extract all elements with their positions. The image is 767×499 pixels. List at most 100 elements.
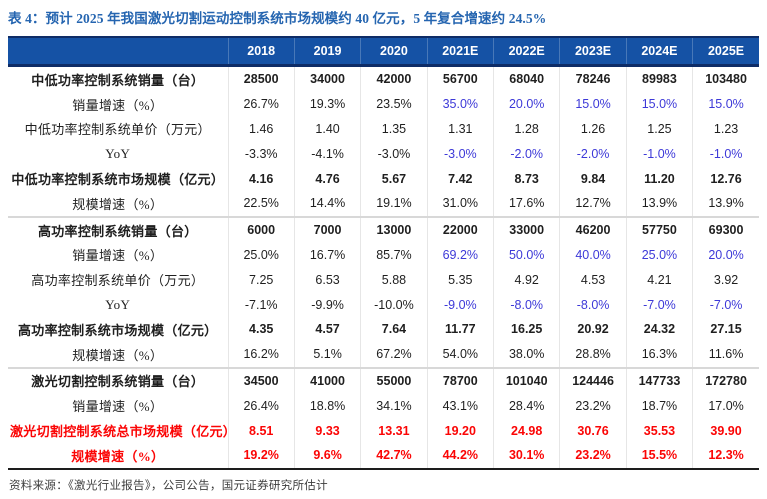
cell: 5.1% — [293, 341, 361, 368]
cell: 44.2% — [426, 442, 494, 469]
column-header-2022e: 2022E — [492, 37, 560, 67]
row-label: YoY — [8, 292, 228, 317]
cell: 28500 — [227, 65, 295, 92]
cell: 69300 — [692, 215, 759, 243]
cell: 17.6% — [492, 190, 560, 217]
cell: -7.1% — [227, 292, 295, 317]
cell: 16.2% — [227, 341, 295, 368]
cell: 26.4% — [227, 393, 295, 419]
cell: 25.0% — [625, 242, 693, 268]
cell: 78246 — [559, 65, 627, 92]
cell: 4.57 — [293, 316, 361, 342]
cell: 13.31 — [360, 418, 428, 443]
cell: 46200 — [559, 215, 627, 243]
row-label: 高功率控制系统单价（万元） — [8, 267, 228, 293]
cell: 4.21 — [625, 267, 693, 293]
cell: -3.3% — [227, 141, 295, 167]
cell: 4.16 — [227, 166, 295, 191]
cell: 6.53 — [293, 267, 361, 293]
cell: 103480 — [692, 65, 759, 92]
row-label: 中低功率控制系统销量（台） — [8, 65, 228, 92]
cell: 22000 — [426, 215, 494, 243]
cell: 54.0% — [426, 341, 494, 368]
cell: 30.76 — [559, 418, 627, 443]
cell: 20.92 — [559, 316, 627, 342]
cell: 33000 — [492, 215, 560, 243]
cell: 7.25 — [227, 267, 295, 293]
table-row: 激光切割控制系统总市场规模（亿元） 8.51 9.33 13.31 19.20 24.98… — [8, 418, 759, 443]
cell: 24.32 — [625, 316, 693, 342]
cell: 13.9% — [692, 190, 759, 217]
cell: 4.92 — [492, 267, 560, 293]
cell: 11.20 — [625, 166, 693, 191]
row-label: 中低功率控制系统市场规模（亿元） — [8, 166, 228, 191]
cell: 89983 — [625, 65, 693, 92]
cell: 39.90 — [692, 418, 759, 443]
cell: 19.3% — [293, 91, 361, 117]
column-header-2023e: 2023E — [559, 37, 627, 67]
table-row: 中低功率控制系统销量（台） 28500 34000 42000 56700 68040 78… — [8, 65, 759, 92]
column-header-2019: 2019 — [293, 37, 361, 67]
cell: 1.28 — [492, 116, 560, 142]
column-header-2025e: 2025E — [692, 37, 759, 67]
cell: 20.0% — [492, 91, 560, 117]
cell: 5.35 — [426, 267, 494, 293]
cell: 1.40 — [293, 116, 361, 142]
table-row: 高功率控制系统市场规模（亿元） 4.35 4.57 7.64 11.77 16.25 20.… — [8, 316, 759, 342]
cell: 1.26 — [559, 116, 627, 142]
cell: 85.7% — [360, 242, 428, 268]
cell: 26.7% — [227, 91, 295, 117]
cell: -7.0% — [692, 292, 759, 317]
row-label: 激光切割控制系统销量（台） — [8, 366, 228, 394]
table-title: 表 4：预计 2025 年我国激光切割运动控制系统市场规模约 40 亿元，5 年… — [8, 11, 547, 26]
cell: 124446 — [559, 366, 627, 394]
cell: 16.3% — [625, 341, 693, 368]
row-label-header — [8, 37, 228, 67]
source-note: 资料来源：《激光行业报告》，公司公告，国元证券研究所估计 — [9, 479, 328, 492]
cell: 15.0% — [625, 91, 693, 117]
cell: -9.0% — [426, 292, 494, 317]
cell: 18.8% — [293, 393, 361, 419]
row-label: 高功率控制系统市场规模（亿元） — [8, 316, 228, 342]
cell: 4.35 — [227, 316, 295, 342]
row-label: 激光切割控制系统总市场规模（亿元） — [8, 418, 228, 443]
cell: -2.0% — [559, 141, 627, 167]
cell: 12.7% — [559, 190, 627, 217]
cell: 8.51 — [227, 418, 295, 443]
cell: 34.1% — [360, 393, 428, 419]
row-label: 销量增速（%） — [8, 242, 228, 268]
cell: 34500 — [227, 366, 295, 394]
table-row: 规模增速（%） 19.2% 9.6% 42.7% 44.2% 30.1% 23.2% 15.5… — [8, 442, 759, 469]
cell: 4.76 — [293, 166, 361, 191]
cell: 5.67 — [360, 166, 428, 191]
cell: -7.0% — [625, 292, 693, 317]
cell: 34000 — [293, 65, 361, 92]
cell: 1.23 — [692, 116, 759, 142]
row-label: 高功率控制系统销量（台） — [8, 215, 228, 243]
cell: 6000 — [227, 215, 295, 243]
cell: 7.64 — [360, 316, 428, 342]
row-label: 销量增速（%） — [8, 393, 228, 419]
cell: 13.9% — [625, 190, 693, 217]
cell: 40.0% — [559, 242, 627, 268]
cell: 42000 — [360, 65, 428, 92]
cell: 68040 — [492, 65, 560, 92]
cell: 56700 — [426, 65, 494, 92]
cell: 9.84 — [559, 166, 627, 191]
cell: 43.1% — [426, 393, 494, 419]
table-row: 销量增速（%） 26.7% 19.3% 23.5% 35.0% 20.0% 15.0% 15.… — [8, 91, 759, 117]
column-header-2024e: 2024E — [625, 37, 693, 67]
cell: 16.25 — [492, 316, 560, 342]
table-body: 中低功率控制系统销量（台） 28500 34000 42000 56700 68040 78… — [8, 65, 759, 469]
cell: 69.2% — [426, 242, 494, 268]
cell: 24.98 — [492, 418, 560, 443]
cell: 5.88 — [360, 267, 428, 293]
cell: 12.76 — [692, 166, 759, 191]
cell: 55000 — [360, 366, 428, 394]
row-label: 规模增速（%） — [8, 341, 228, 368]
cell: 18.7% — [625, 393, 693, 419]
table-row: 高功率控制系统销量（台） 6000 7000 13000 22000 33000 46200… — [8, 215, 759, 243]
cell: 1.31 — [426, 116, 494, 142]
cell: 42.7% — [360, 442, 428, 469]
table-header-row: 2018 2019 2020 2021E 2022E 2023E 2024E 2025E — [8, 37, 759, 67]
